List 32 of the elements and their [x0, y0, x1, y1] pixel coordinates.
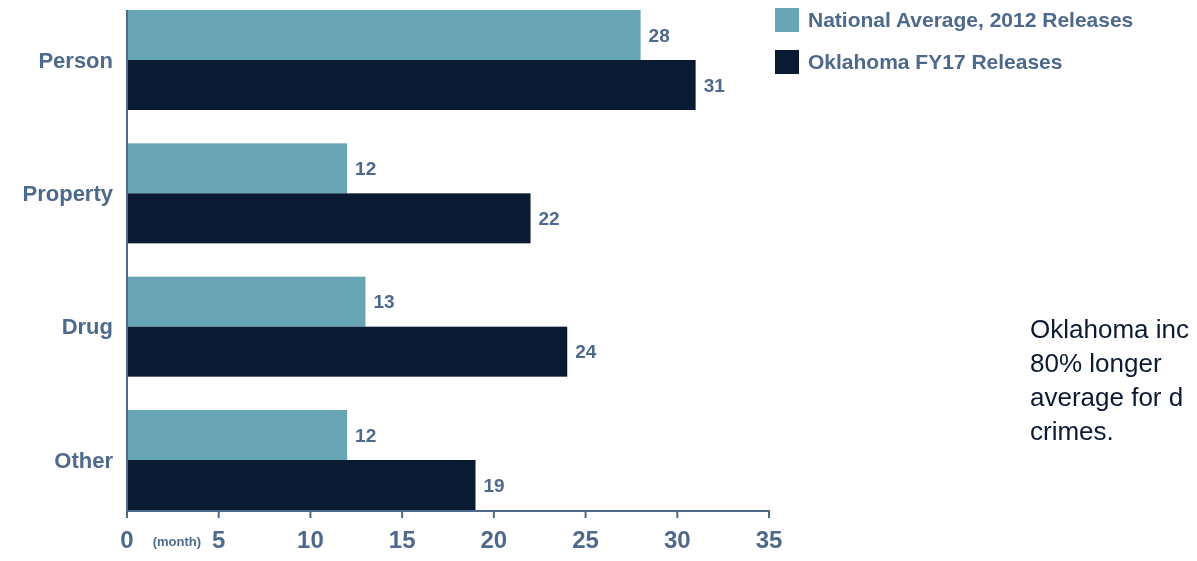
data-label: 12 — [355, 424, 377, 446]
bar — [127, 143, 348, 194]
x-tick-label: 0 — [120, 526, 134, 553]
x-tick-label: 15 — [388, 526, 416, 553]
data-label: 24 — [575, 341, 597, 363]
legend-label: National Average, 2012 Releases — [808, 8, 1134, 32]
x-axis-title: (month) — [152, 534, 202, 549]
data-label: 19 — [483, 474, 505, 496]
bar — [127, 276, 366, 327]
x-tick-label: 25 — [572, 526, 599, 553]
y-tick-label: Person — [38, 47, 113, 73]
y-tick-label: Property — [22, 181, 114, 207]
data-label: 22 — [538, 207, 560, 229]
bar — [127, 326, 568, 377]
x-tick-label: 20 — [480, 526, 508, 553]
y-tick-label: Drug — [61, 314, 113, 340]
data-label: 13 — [373, 291, 395, 313]
data-label: 12 — [355, 157, 377, 179]
data-label: 28 — [648, 24, 670, 46]
x-tick-label: 30 — [663, 526, 691, 553]
y-tick-label: Other — [54, 447, 114, 473]
bar — [127, 10, 641, 60]
data-label: 31 — [703, 74, 726, 96]
x-tick-label: 35 — [755, 526, 783, 553]
bar — [127, 460, 476, 510]
bar — [127, 410, 348, 460]
x-tick-label: 5 — [212, 526, 226, 553]
legend-label: Oklahoma FY17 Releases — [808, 50, 1063, 74]
x-tick-label: 10 — [297, 526, 324, 553]
bar — [127, 193, 531, 244]
text: Oklahoma inc 80% longer average for d crimes. — [1030, 314, 1189, 446]
bar — [127, 60, 696, 110]
